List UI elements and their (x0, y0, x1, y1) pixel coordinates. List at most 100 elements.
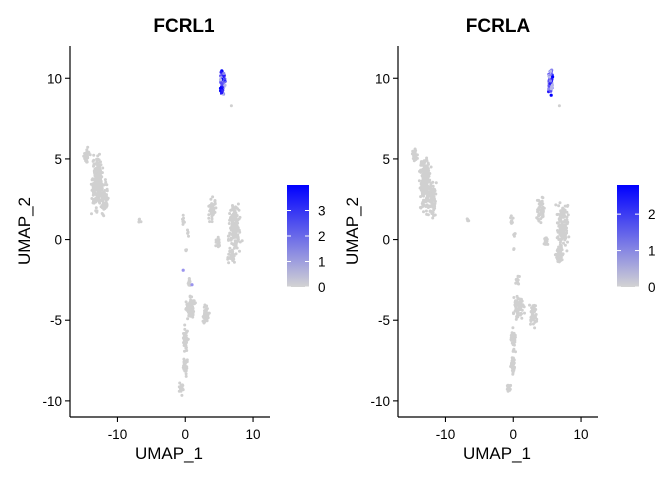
cell-point (423, 183, 427, 187)
cell-point (214, 244, 218, 248)
cell-point (93, 167, 97, 171)
cell-point (201, 315, 205, 319)
cell-point (548, 79, 553, 83)
cell-point (428, 178, 432, 182)
cell-point (180, 383, 184, 387)
x-tick-label: -10 (108, 427, 128, 442)
cell-point (511, 326, 515, 330)
color-legend: 0 1 2 3 (287, 185, 326, 295)
cell-point (205, 307, 209, 311)
cell-point (512, 338, 516, 342)
cell-point (424, 172, 427, 176)
cell-point (180, 393, 184, 397)
cell-point (103, 178, 107, 182)
cell-point (412, 159, 416, 163)
cell-point (560, 231, 564, 235)
cell-point (83, 157, 87, 161)
cell-point (556, 221, 560, 225)
y-tick-label: 10 (375, 71, 390, 86)
cell-point (238, 230, 242, 234)
cell-point (185, 349, 189, 352)
cell-point (181, 268, 185, 272)
cell-point (90, 197, 94, 200)
cell-point (549, 69, 553, 73)
cell-point (186, 317, 190, 321)
cell-point (540, 199, 544, 203)
cell-point (218, 78, 223, 82)
cell-point (556, 229, 559, 232)
cell-point (413, 148, 417, 152)
cell-point (236, 218, 240, 222)
cell-point (94, 193, 98, 196)
cell-point (565, 204, 569, 208)
colorbar (287, 185, 309, 287)
cell-point (207, 311, 211, 315)
cell-point (234, 215, 238, 218)
x-tick-label: -10 (436, 427, 456, 442)
cell-point (179, 388, 183, 392)
cell-point (561, 206, 565, 210)
cell-point (430, 197, 434, 201)
cell-point (425, 190, 429, 193)
cell-point (91, 159, 95, 163)
cell-point (185, 360, 189, 364)
cell-point (537, 219, 541, 223)
cell-point (184, 346, 188, 350)
colorbar-ticks: 0 1 2 (617, 207, 656, 295)
cell-point (433, 188, 436, 192)
cell-point (211, 195, 215, 199)
cell-point (232, 215, 236, 219)
cell-point (222, 71, 226, 76)
cell-point (187, 314, 191, 318)
cell-point (558, 243, 562, 247)
cell-point (509, 336, 513, 340)
cell-point (556, 235, 560, 239)
cell-point (238, 215, 242, 219)
cell-point (187, 234, 190, 238)
cell-point (85, 148, 89, 152)
cell-point (434, 181, 438, 185)
cell-point (85, 150, 89, 154)
cell-point (559, 226, 563, 230)
y-tick-label: 5 (54, 152, 62, 167)
cell-point (567, 235, 571, 239)
x-tick-label: 0 (509, 427, 517, 442)
cell-point (411, 149, 415, 153)
cell-point (519, 298, 523, 302)
cell-point (102, 194, 106, 198)
cell-point (217, 238, 221, 242)
cell-point (232, 260, 236, 264)
cell-point (512, 296, 516, 299)
y-tick-label: 0 (382, 233, 390, 248)
cell-point (512, 361, 516, 365)
cell-point (528, 303, 531, 307)
x-ticks: -10 0 10 (436, 417, 589, 442)
cell-point (422, 175, 426, 178)
cell-point (564, 236, 568, 240)
cell-point (509, 216, 513, 220)
cell-point (230, 255, 234, 259)
cell-point (420, 185, 424, 189)
chart-title: FCRL1 (153, 16, 215, 37)
cell-point (104, 205, 107, 209)
cell-point (99, 198, 103, 202)
cell-point (550, 83, 555, 87)
cell-point (425, 165, 429, 169)
cell-point (232, 231, 235, 235)
cell-point (431, 191, 435, 195)
x-tick-label: 10 (246, 427, 261, 442)
cell-point (430, 212, 434, 215)
colorbar-tick-label: 2 (648, 207, 656, 222)
cell-point (137, 220, 141, 224)
cell-point (531, 316, 535, 320)
cell-point (540, 195, 544, 199)
cell-point (427, 192, 431, 196)
cell-point (188, 294, 192, 298)
cell-point (424, 209, 428, 213)
cell-point (183, 360, 186, 364)
cell-point (520, 312, 523, 316)
cell-point (561, 220, 565, 224)
cell-point (96, 164, 100, 168)
cell-point (226, 256, 230, 259)
cell-point (511, 216, 515, 220)
